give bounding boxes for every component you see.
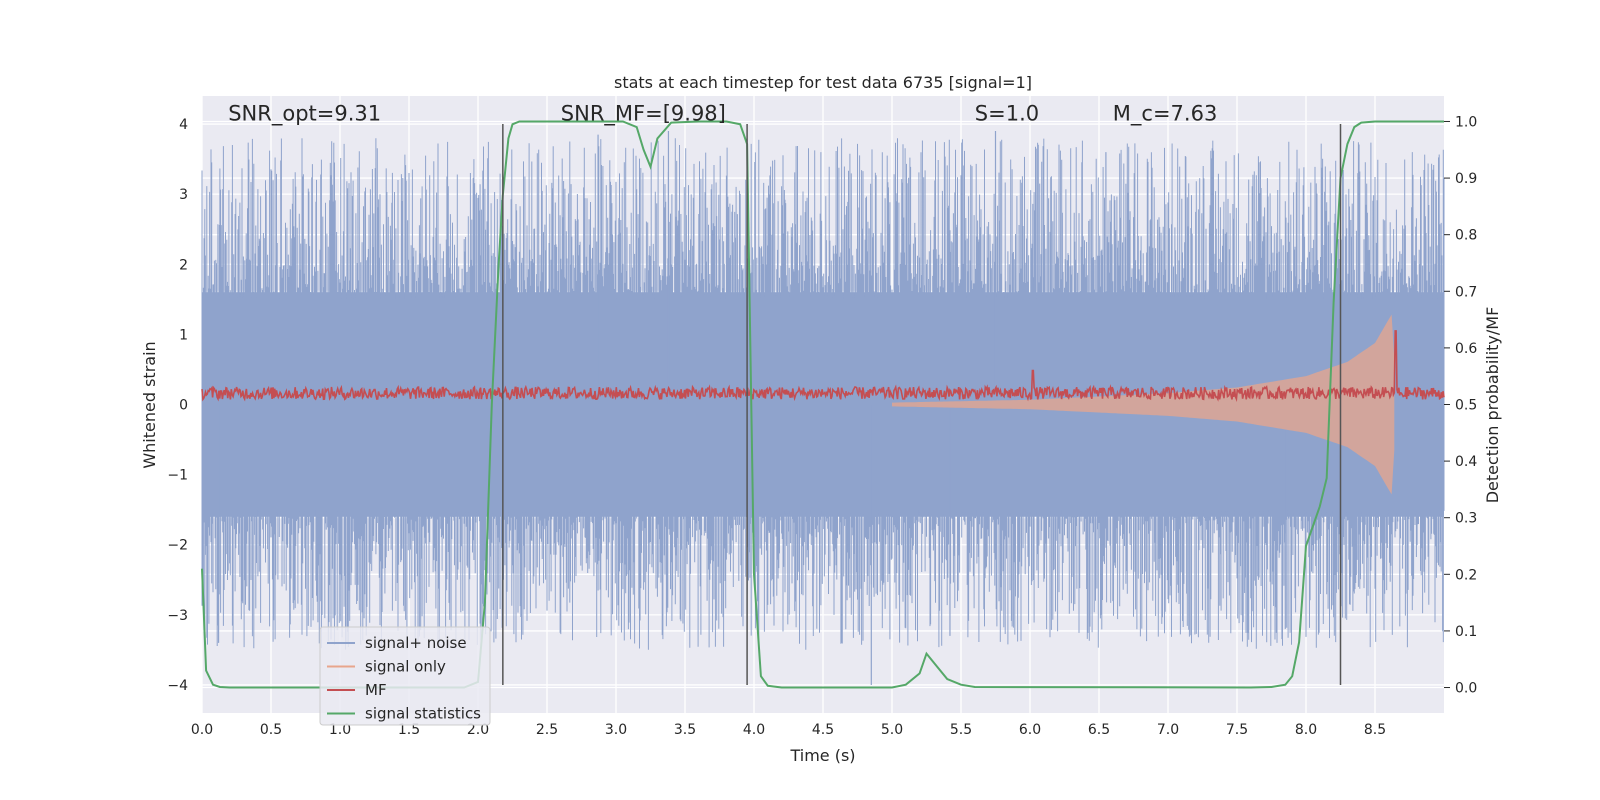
y2-tick-label: 0.7 (1455, 284, 1477, 300)
y2-tick-label: 0.8 (1455, 228, 1477, 244)
annotation-text: SNR_MF=[9.98] (561, 102, 726, 127)
chart-title: stats at each timestep for test data 673… (614, 73, 1032, 92)
y-axis-left: 4 3 2 1 0 −1 −2 −3 −4 (167, 117, 188, 694)
y-tick-label: −2 (167, 538, 188, 554)
y2-tick-label: 0.3 (1455, 511, 1477, 527)
annotations: SNR_opt=9.31 SNR_MF=[9.98] S=1.0 M_c=7.63 (228, 102, 1217, 127)
y2-tick-label: 0.5 (1455, 398, 1477, 414)
x-tick-label: 8.5 (1364, 722, 1386, 738)
y2-tick-label: 0.9 (1455, 171, 1477, 187)
series-layer (201, 120, 1445, 689)
legend-label: signal+ noise (365, 634, 467, 652)
x-tick-label: 3.5 (674, 722, 696, 738)
series-signal-only (892, 314, 1395, 495)
legend-label: MF (365, 681, 387, 699)
y-tick-label: 3 (179, 187, 188, 203)
x-tick-label: 5.0 (881, 722, 903, 738)
y-tick-label: −4 (167, 678, 188, 694)
x-tick-label: 4.0 (743, 722, 765, 738)
x-tick-label: 2.5 (536, 722, 558, 738)
x-tick-label: 6.5 (1088, 722, 1110, 738)
annotation-text: S=1.0 (975, 102, 1039, 126)
y-axis-title: Whitened strain (140, 341, 159, 468)
x-tick-label: 7.0 (1157, 722, 1179, 738)
y-tick-label: 0 (179, 398, 188, 414)
y2-tick-label: 0.0 (1455, 681, 1477, 697)
y2-tick-label: 0.2 (1455, 567, 1477, 583)
vertical-markers (502, 124, 1342, 685)
x-tick-label: 6.0 (1019, 722, 1041, 738)
series-mf (201, 330, 1445, 402)
x-tick-label: 1.0 (329, 722, 351, 738)
x-tick-label: 7.5 (1226, 722, 1248, 738)
legend-box (319, 626, 491, 726)
annotation-text: SNR_opt=9.31 (228, 102, 381, 127)
y-tick-label: 1 (179, 327, 188, 343)
y2-tick-label: 1.0 (1455, 114, 1477, 130)
y2-tick-label: 0.6 (1455, 341, 1477, 357)
x-tick-label: 3.0 (605, 722, 627, 738)
y-tick-label: −3 (167, 608, 188, 624)
x-tick-label: 8.0 (1295, 722, 1317, 738)
x-axis: 0.0 0.5 1.0 1.5 2.0 2.5 3.0 3.5 4.0 4.5 5.0 5.5 6.0 6… (191, 722, 1386, 738)
y-axis-right: 1.0 0.9 0.8 0.7 0.6 0.5 0.4 0.3 0.2 0.1 0.0 (1444, 114, 1477, 697)
series-signal-statistics (201, 120, 1444, 689)
legend-label: signal statistics (365, 705, 481, 723)
y2-tick-label: 0.1 (1455, 624, 1477, 640)
x-tick-label: 5.5 (950, 722, 972, 738)
x-tick-label: 1.5 (398, 722, 420, 738)
x-axis-title: Time (s) (789, 746, 855, 765)
x-tick-label: 0.0 (191, 722, 213, 738)
annotation-text: M_c=7.63 (1113, 102, 1218, 127)
x-tick-label: 2.0 (467, 722, 489, 738)
y-tick-label: 4 (179, 117, 188, 133)
legend: signal+ noise signal only MF signal statist… (319, 626, 491, 726)
legend-label: signal only (365, 658, 446, 676)
y-tick-label: 2 (179, 257, 188, 273)
y-tick-label: −1 (167, 468, 188, 484)
y2-tick-label: 0.4 (1455, 454, 1477, 470)
x-tick-label: 4.5 (812, 722, 834, 738)
x-tick-label: 0.5 (260, 722, 282, 738)
y2-axis-title: Detection probability/MF (1483, 307, 1502, 504)
